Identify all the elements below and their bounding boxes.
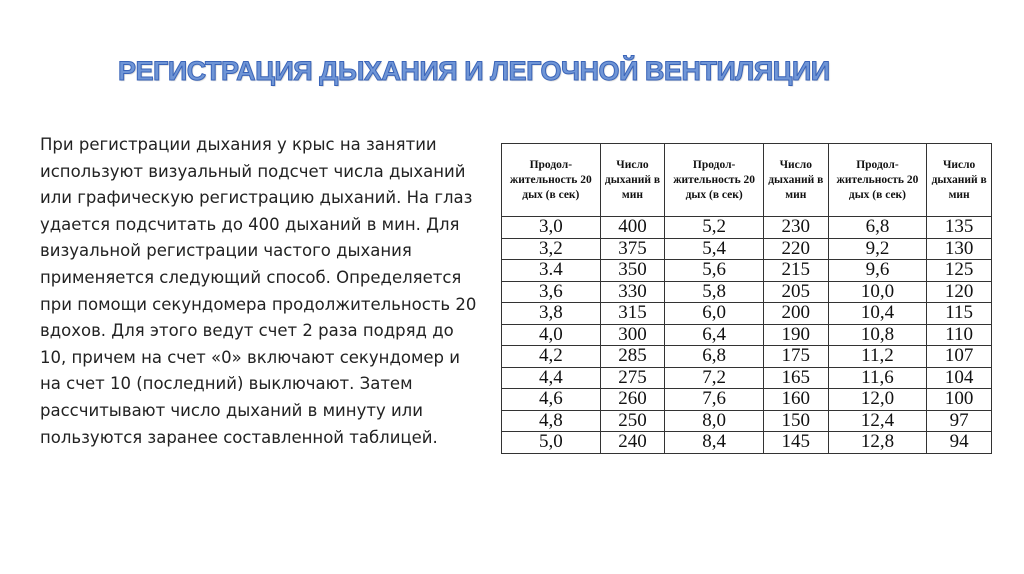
table-row: 4,6 260 7,6 160 12,0 100 (501, 388, 992, 411)
table-cell: 375 (599, 237, 666, 260)
table-cell: 115 (926, 302, 992, 325)
table-cell: 3,2 (501, 237, 601, 260)
table-cell: 6,8 (827, 216, 928, 239)
table-cell: 110 (926, 323, 992, 346)
table-row: 5,0 240 8,4 145 12,8 94 (501, 431, 992, 454)
column-header: Число дыханий в мин (599, 143, 666, 217)
table-cell: 145 (762, 431, 829, 454)
table-cell: 9,2 (827, 237, 928, 260)
table-row: 4,2 285 6,8 175 11,2 107 (501, 345, 992, 368)
column-header: Продол-жительность 20 дых (в сек) (827, 143, 928, 217)
table-row: 3,8 315 6,0 200 10,4 115 (501, 302, 992, 325)
table-cell: 400 (599, 216, 666, 239)
table-cell: 250 (599, 409, 666, 432)
table-cell: 135 (926, 216, 992, 239)
table-cell: 150 (762, 409, 829, 432)
table-cell: 130 (926, 237, 992, 260)
table-cell: 5,8 (664, 280, 764, 303)
breathing-rate-table: Продол-жительность 20 дых (в сек) Число д… (501, 143, 992, 454)
table-cell: 107 (926, 345, 992, 368)
table-row: 4,4 275 7,2 165 11,6 104 (501, 366, 992, 389)
table-cell: 4,8 (501, 409, 601, 432)
table-cell: 240 (599, 431, 666, 454)
table-cell: 3,6 (501, 280, 601, 303)
table-cell: 220 (762, 237, 829, 260)
table-cell: 200 (762, 302, 829, 325)
table-cell: 285 (599, 345, 666, 368)
table-cell: 4,6 (501, 388, 601, 411)
table-row: 3.4 350 5,6 215 9,6 125 (501, 259, 992, 282)
table-cell: 3.4 (501, 259, 601, 282)
table-cell: 260 (599, 388, 666, 411)
body-text: При регистрации дыхания у крыс на заняти… (40, 135, 477, 447)
table-row: 4,8 250 8,0 150 12,4 97 (501, 409, 992, 432)
table-cell: 4,2 (501, 345, 601, 368)
table-row: 3,0 400 5,2 230 6,8 135 (501, 216, 992, 239)
table-cell: 10,8 (827, 323, 928, 346)
table-header-row: Продол-жительность 20 дых (в сек) Число д… (501, 143, 992, 217)
table-cell: 190 (762, 323, 829, 346)
table-cell: 125 (926, 259, 992, 282)
table-cell: 8,4 (664, 431, 764, 454)
table-row: 3,6 330 5,8 205 10,0 120 (501, 280, 992, 303)
table-cell: 4,4 (501, 366, 601, 389)
table-cell: 215 (762, 259, 829, 282)
table-cell: 9,6 (827, 259, 928, 282)
table-cell: 3,8 (501, 302, 601, 325)
table-cell: 330 (599, 280, 666, 303)
table-cell: 5,0 (501, 431, 601, 454)
column-header: Продол-жительность 20 дых (в сек) (664, 143, 764, 217)
table-cell: 12,8 (827, 431, 928, 454)
column-header: Продол-жительность 20 дых (в сек) (501, 143, 601, 217)
table-cell: 230 (762, 216, 829, 239)
table-cell: 12,4 (827, 409, 928, 432)
table-cell: 175 (762, 345, 829, 368)
table-cell: 315 (599, 302, 666, 325)
table-cell: 3,0 (501, 216, 601, 239)
table-cell: 120 (926, 280, 992, 303)
table-cell: 12,0 (827, 388, 928, 411)
table-cell: 10,4 (827, 302, 928, 325)
table-cell: 6,0 (664, 302, 764, 325)
table-cell: 5,4 (664, 237, 764, 260)
table-row: 3,2 375 5,4 220 9,2 130 (501, 237, 992, 260)
table-cell: 5,2 (664, 216, 764, 239)
table-cell: 205 (762, 280, 829, 303)
table-cell: 97 (926, 409, 992, 432)
table-cell: 6,8 (664, 345, 764, 368)
column-header: Число дыханий в мин (926, 143, 992, 217)
table-cell: 11,2 (827, 345, 928, 368)
table-cell: 300 (599, 323, 666, 346)
column-header: Число дыханий в мин (762, 143, 829, 217)
table-cell: 10,0 (827, 280, 928, 303)
table-cell: 100 (926, 388, 992, 411)
table-cell: 104 (926, 366, 992, 389)
table-cell: 165 (762, 366, 829, 389)
table-row: 4,0 300 6,4 190 10,8 110 (501, 323, 992, 346)
table-cell: 11,6 (827, 366, 928, 389)
table-cell: 350 (599, 259, 666, 282)
table-cell: 7,2 (664, 366, 764, 389)
table-cell: 5,6 (664, 259, 764, 282)
table-cell: 4,0 (501, 323, 601, 346)
table-cell: 94 (926, 431, 992, 454)
table-cell: 6,4 (664, 323, 764, 346)
table-cell: 7,6 (664, 388, 764, 411)
table-cell: 8,0 (664, 409, 764, 432)
slide-title: РЕГИСТРАЦИЯ ДЫХАНИЯ И ЛЕГОЧНОЙ ВЕНТИЛЯЦИ… (118, 56, 831, 87)
table-cell: 160 (762, 388, 829, 411)
table-cell: 275 (599, 366, 666, 389)
